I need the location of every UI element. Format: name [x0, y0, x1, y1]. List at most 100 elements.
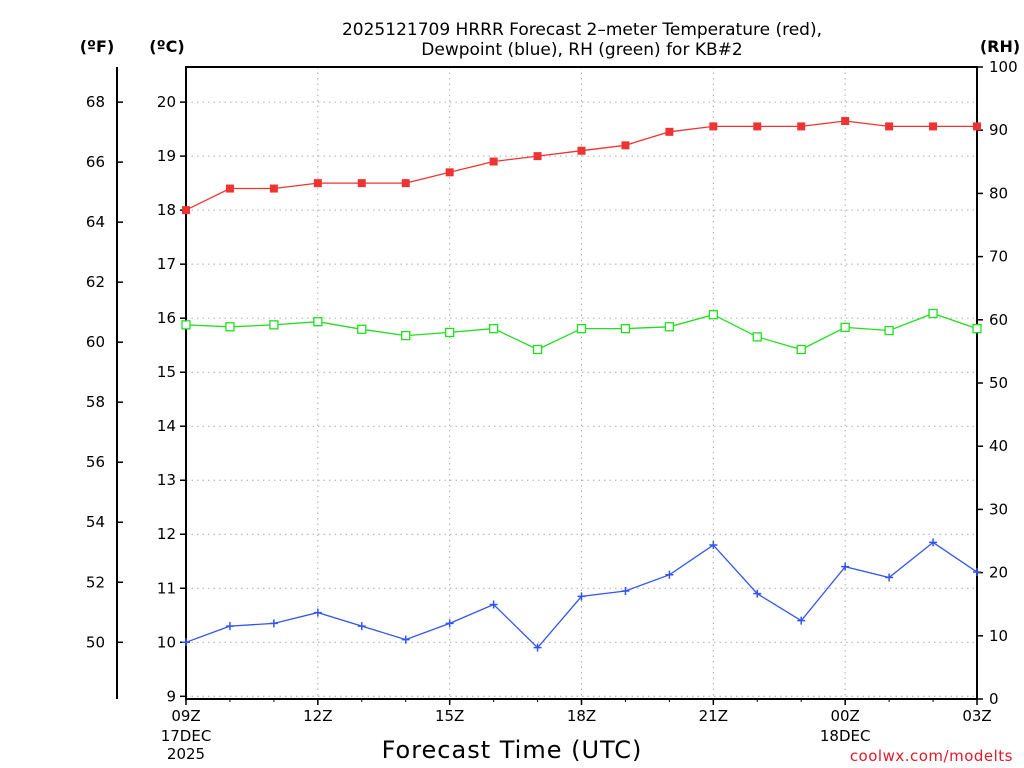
fahrenheit-tick-label: 62 [86, 273, 105, 291]
dew-series [182, 538, 981, 652]
celsius-tick-label: 19 [157, 147, 176, 165]
rh-axis-unit: (RH) [980, 37, 1020, 56]
celsius-tick-label: 13 [157, 471, 176, 489]
fahrenheit-tick-label: 64 [86, 213, 105, 231]
celsius-tick-label: 9 [166, 687, 176, 705]
rh-series [181, 308, 982, 355]
rh-point [532, 344, 543, 355]
temp-point [357, 179, 366, 188]
dew-point [753, 589, 762, 598]
rh-point [313, 317, 323, 327]
fahrenheit-tick-label: 68 [86, 93, 105, 111]
dew-point [621, 586, 630, 595]
celsius-tick-label: 20 [157, 93, 176, 111]
rh-point [972, 323, 982, 334]
temp-point [269, 184, 278, 193]
temp-point [973, 122, 981, 131]
gridlines [186, 67, 977, 699]
x-tick-label: 18Z [567, 707, 596, 725]
celsius-tick-label: 16 [157, 309, 176, 327]
dew-point [797, 616, 806, 625]
temp-point [533, 152, 542, 161]
x-tick-date-label: 2025 [167, 745, 205, 763]
dew-point [445, 619, 454, 628]
rh-tick-label: 30 [989, 500, 1008, 518]
fahrenheit-tick-label: 50 [86, 633, 105, 651]
rh-point [445, 327, 455, 338]
rh-point [225, 322, 235, 332]
dew-point [665, 570, 674, 579]
rh-tick-label: 20 [989, 564, 1008, 582]
temp-point [401, 179, 410, 188]
rh-point [884, 325, 894, 336]
rh-point [620, 323, 631, 334]
rh-tick-label: 40 [989, 437, 1008, 455]
rh-point [664, 322, 675, 332]
dew-point [269, 619, 278, 628]
rh-tick-label: 80 [989, 184, 1008, 202]
dew-point [401, 635, 410, 644]
celsius-tick-label: 11 [157, 579, 176, 597]
chart-title-line-1: 2025121709 HRRR Forecast 2–meter Tempera… [342, 20, 822, 40]
celsius-tick-label: 17 [157, 255, 176, 273]
fahrenheit-tick-label: 52 [86, 573, 105, 591]
rh-tick-label: 70 [989, 248, 1008, 266]
x-tick-label: 00Z [830, 707, 859, 725]
rh-point [181, 320, 191, 330]
y-axes: 9 10 11 12 13 14 15 16 17 18 19 20 50 52 54 56 58 60 62 64 6… [86, 58, 1018, 708]
fahrenheit-tick-label: 58 [86, 393, 105, 411]
celsius-tick-label: 18 [157, 201, 176, 219]
dew-point [225, 622, 234, 631]
rh-point [752, 332, 762, 342]
dew-point [357, 622, 366, 631]
fahrenheit-tick-label: 60 [86, 333, 105, 351]
temp-point [489, 157, 498, 166]
temp-point [182, 206, 190, 215]
rh-tick-label: 0 [989, 690, 999, 708]
temp-series [182, 117, 981, 215]
data-series [181, 117, 982, 652]
dew-point [973, 568, 981, 577]
rh-point [401, 330, 411, 341]
x-tick-label: 15Z [435, 707, 464, 725]
fahrenheit-tick-label: 56 [86, 453, 105, 471]
x-tick-label: 12Z [303, 707, 332, 725]
rh-tick-label: 50 [989, 374, 1008, 392]
temp-point [225, 184, 234, 193]
temp-point [797, 122, 806, 131]
rh-point [576, 323, 587, 334]
dew-point [533, 643, 542, 652]
fahrenheit-tick-label: 66 [86, 153, 105, 171]
celsius-tick-label: 14 [157, 417, 176, 435]
credit-link[interactable]: coolwx.com/modelts [850, 747, 1013, 765]
x-tick-label: 21Z [699, 707, 728, 725]
rh-tick-label: 10 [989, 627, 1008, 645]
temp-point [621, 141, 630, 150]
celsius-axis-unit: (ºC) [149, 37, 184, 56]
dew-point [885, 573, 894, 582]
celsius-tick-label: 12 [157, 525, 176, 543]
dew-point [577, 592, 586, 601]
x-axis-title: Forecast Time (UTC) [382, 736, 643, 764]
dew-point [709, 541, 718, 550]
rh-point [488, 323, 499, 334]
temp-point [313, 179, 322, 188]
rh-tick-label: 90 [989, 121, 1008, 139]
rh-tick-label: 60 [989, 311, 1008, 329]
rh-point [357, 324, 367, 334]
x-tick-label: 03Z [962, 707, 991, 725]
dew-point [841, 562, 850, 571]
dew-point [489, 600, 498, 609]
temp-point [841, 117, 850, 126]
temp-point [929, 122, 938, 131]
temp-point [445, 168, 454, 177]
dew-point [182, 638, 190, 647]
chart-title-line-2: Dewpoint (blue), RH (green) for KB#2 [421, 40, 742, 60]
x-tick-date-label: 18DEC [820, 727, 871, 745]
dew-point [929, 538, 938, 547]
fahrenheit-tick-label: 54 [86, 513, 105, 531]
temp-point [709, 122, 718, 131]
temp-point [577, 146, 586, 155]
